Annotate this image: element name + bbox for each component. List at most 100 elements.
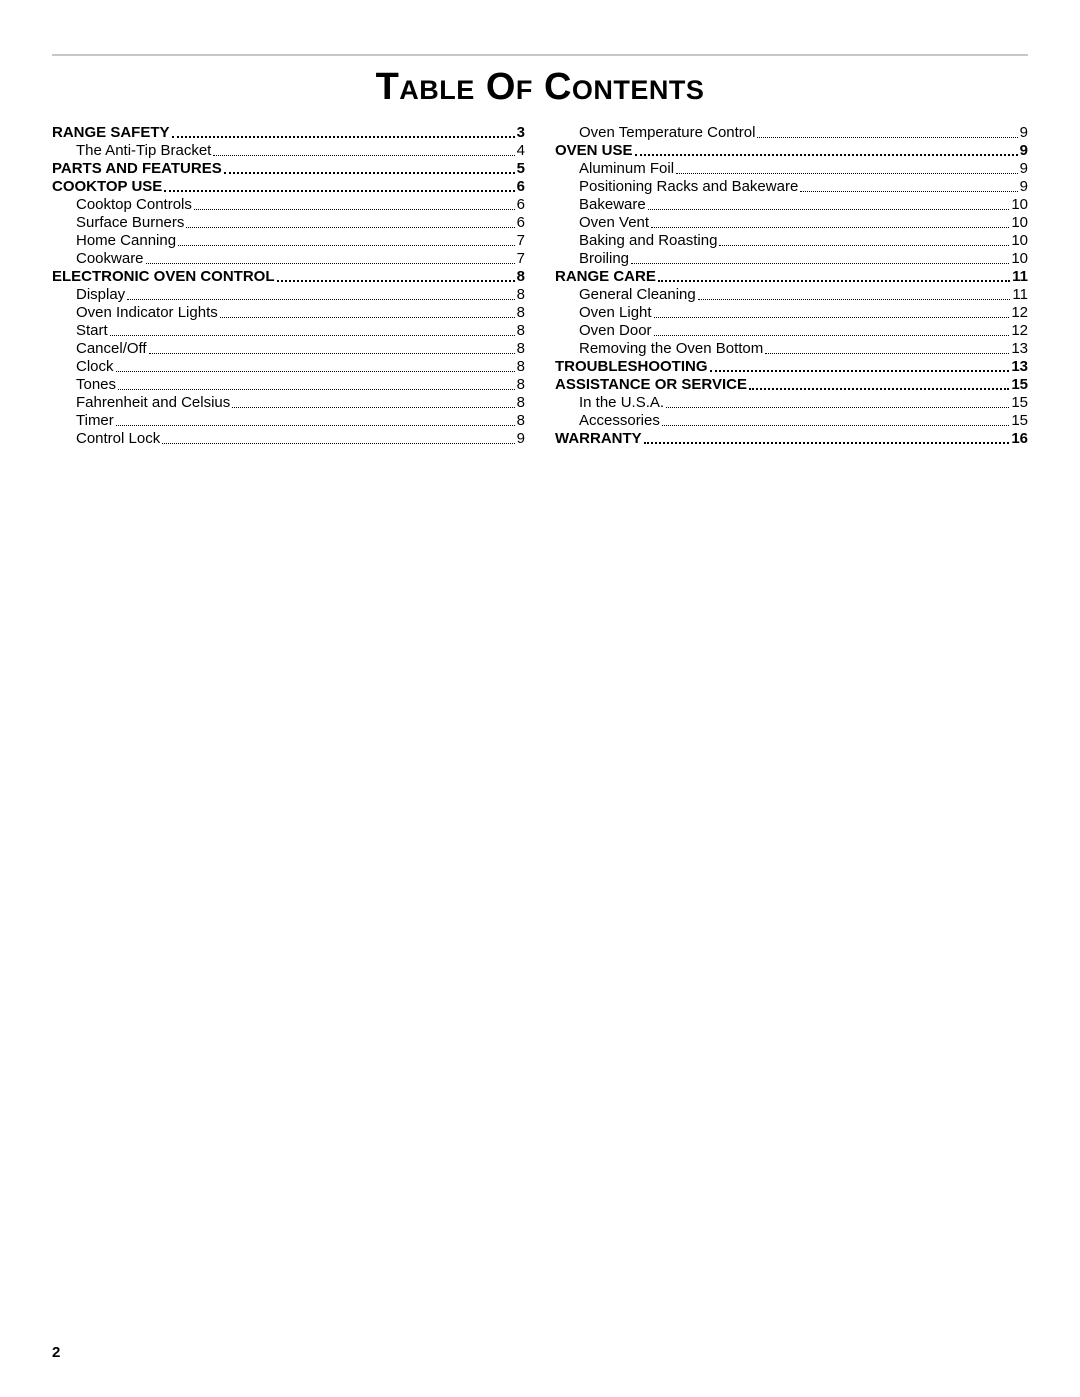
toc-leader (220, 317, 515, 318)
toc-entry-label: Cancel/Off (76, 340, 147, 357)
toc-entry-page: 15 (1011, 394, 1028, 411)
toc-entry-page: 16 (1011, 430, 1028, 447)
toc-sub-entry: Cookware7 (52, 249, 525, 267)
toc-entry-page: 15 (1011, 376, 1028, 393)
toc-entry-page: 9 (517, 430, 525, 447)
toc-entry-label: Cooktop Use (52, 178, 162, 195)
toc-leader (224, 172, 515, 174)
toc-entry-label: Bakeware (579, 196, 646, 213)
toc-sub-entry: Display8 (52, 285, 525, 303)
toc-leader (146, 263, 515, 264)
toc-entry-label: Oven Light (579, 304, 652, 321)
toc-entry-page: 6 (517, 196, 525, 213)
toc-entry-label: Range Safety (52, 124, 170, 141)
toc-entry-page: 10 (1011, 196, 1028, 213)
toc-leader (749, 388, 1009, 390)
toc-right-column: Oven Temperature Control9Oven Use9Alumin… (555, 123, 1028, 447)
toc-section-entry: Electronic Oven Control8 (52, 267, 525, 285)
toc-entry-page: 12 (1011, 322, 1028, 339)
toc-entry-label: Oven Vent (579, 214, 649, 231)
toc-leader (127, 299, 514, 300)
toc-entry-label: Aluminum Foil (579, 160, 674, 177)
toc-entry-page: 8 (517, 268, 525, 285)
toc-sub-entry: Oven Vent 10 (555, 213, 1028, 231)
toc-entry-label: Oven Temperature Control (579, 124, 755, 141)
toc-entry-page: 8 (517, 376, 525, 393)
toc-sub-entry: Timer8 (52, 411, 525, 429)
toc-entry-label: Oven Door (579, 322, 652, 339)
toc-entry-label: Parts And Features (52, 160, 222, 177)
toc-leader (654, 335, 1010, 336)
toc-entry-page: 9 (1020, 160, 1028, 177)
toc-section-entry: Assistance Or Service 15 (555, 375, 1028, 393)
toc-entry-page: 6 (517, 178, 525, 195)
toc-leader (186, 227, 514, 228)
toc-leader (648, 209, 1010, 210)
page: Table Of Contents Range Safety3The Anti-… (0, 0, 1080, 487)
toc-sub-entry: Removing the Oven Bottom13 (555, 339, 1028, 357)
toc-sub-entry: Broiling 10 (555, 249, 1028, 267)
toc-leader (651, 227, 1009, 228)
toc-leader (110, 335, 515, 336)
toc-entry-label: Start (76, 322, 108, 339)
toc-entry-page: 3 (517, 124, 525, 141)
toc-leader (644, 442, 1010, 444)
toc-leader (757, 137, 1017, 138)
toc-sub-entry: Tones8 (52, 375, 525, 393)
toc-entry-label: Clock (76, 358, 114, 375)
toc-section-entry: Range Safety 3 (52, 123, 525, 141)
toc-sub-entry: Bakeware 10 (555, 195, 1028, 213)
toc-entry-page: 9 (1020, 142, 1028, 159)
toc-section-entry: Troubleshooting13 (555, 357, 1028, 375)
toc-entry-label: Oven Indicator Lights (76, 304, 218, 321)
toc-sub-entry: Baking and Roasting 10 (555, 231, 1028, 249)
toc-leader (666, 407, 1009, 408)
toc-leader (194, 209, 515, 210)
toc-leader (800, 191, 1017, 192)
toc-entry-label: Home Canning (76, 232, 176, 249)
toc-entry-page: 13 (1011, 340, 1028, 357)
toc-section-entry: Warranty16 (555, 429, 1028, 447)
toc-entry-label: Timer (76, 412, 114, 429)
toc-sub-entry: Cooktop Controls 6 (52, 195, 525, 213)
toc-entry-label: Surface Burners (76, 214, 184, 231)
page-number: 2 (52, 1344, 60, 1361)
top-rule (52, 54, 1028, 56)
toc-entry-page: 10 (1011, 214, 1028, 231)
toc-sub-entry: In the U.S.A.15 (555, 393, 1028, 411)
toc-sub-entry: Clock8 (52, 357, 525, 375)
toc-entry-page: 12 (1011, 304, 1028, 321)
toc-entry-page: 11 (1012, 286, 1028, 303)
toc-entry-label: Oven Use (555, 142, 633, 159)
toc-leader (118, 389, 515, 390)
toc-sub-entry: Home Canning 7 (52, 231, 525, 249)
toc-entry-label: Assistance Or Service (555, 376, 747, 393)
toc-entry-page: 11 (1012, 268, 1028, 285)
toc-entry-label: Control Lock (76, 430, 160, 447)
toc-leader (232, 407, 514, 408)
toc-entry-label: Cooktop Controls (76, 196, 192, 213)
toc-left-column: Range Safety3The Anti-Tip Bracket4Parts … (52, 123, 525, 447)
toc-leader (676, 173, 1018, 174)
toc-entry-page: 8 (517, 340, 525, 357)
toc-entry-page: 10 (1011, 250, 1028, 267)
toc-sub-entry: Accessories15 (555, 411, 1028, 429)
toc-entry-label: Fahrenheit and Celsius (76, 394, 230, 411)
toc-entry-label: Positioning Racks and Bakeware (579, 178, 798, 195)
toc-sub-entry: Oven Light 12 (555, 303, 1028, 321)
toc-entry-page: 10 (1011, 232, 1028, 249)
toc-entry-page: 8 (517, 394, 525, 411)
toc-entry-page: 5 (517, 160, 525, 177)
toc-entry-page: 7 (517, 232, 525, 249)
toc-sub-entry: Start8 (52, 321, 525, 339)
toc-entry-label: Broiling (579, 250, 629, 267)
page-title: Table Of Contents (52, 66, 1028, 109)
toc-sub-entry: Positioning Racks and Bakeware9 (555, 177, 1028, 195)
toc-entry-label: Baking and Roasting (579, 232, 717, 249)
toc-leader (116, 371, 515, 372)
toc-sub-entry: Oven Temperature Control9 (555, 123, 1028, 141)
toc-sub-entry: Aluminum Foil 9 (555, 159, 1028, 177)
toc-entry-label: Display (76, 286, 125, 303)
toc-leader (213, 155, 514, 156)
toc-leader (710, 370, 1010, 372)
